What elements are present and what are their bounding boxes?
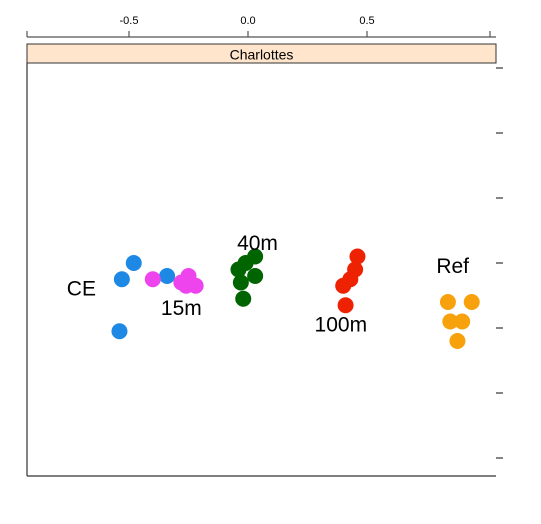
- point-15m: [144, 271, 161, 288]
- point-ref: [454, 313, 471, 330]
- group-label-40m: 40m: [237, 232, 278, 255]
- point-40m: [247, 268, 264, 284]
- point-ce: [111, 323, 128, 340]
- panel-title: Charlottes: [230, 47, 294, 63]
- point-100m: [337, 297, 354, 314]
- point-40m: [232, 274, 249, 291]
- point-ce: [125, 255, 142, 271]
- point-15m: [173, 274, 190, 291]
- x-tick-label: 0.5: [359, 15, 374, 27]
- x-tick-label: -0.5: [120, 15, 139, 27]
- group-label-ref: Ref: [436, 255, 469, 278]
- point-100m: [335, 277, 352, 294]
- group-label-15m: 15m: [161, 297, 202, 320]
- point-ce: [113, 271, 130, 288]
- plot-frame: [26, 63, 503, 477]
- panel-strip: Charlottes: [26, 43, 497, 64]
- group-label-ce: CE: [67, 278, 96, 301]
- strip-background: [26, 43, 497, 64]
- top-ticks: -0.5 0.0 0.5: [26, 15, 491, 37]
- group-label-100m: 100m: [315, 313, 368, 336]
- point-ce: [159, 268, 176, 284]
- top-axis: -0.5 0.0 0.5: [26, 15, 496, 38]
- right-ticks: [496, 67, 503, 459]
- point-40m: [230, 261, 247, 278]
- group-labels: CE 15m 40m 100m Ref: [67, 232, 469, 336]
- data-points: [111, 248, 480, 349]
- x-tick-label: 0.0: [240, 15, 255, 27]
- point-ref: [463, 294, 480, 310]
- point-15m: [187, 277, 204, 294]
- point-ref: [449, 333, 466, 349]
- point-40m: [235, 290, 252, 307]
- point-ref: [442, 313, 459, 330]
- point-100m: [349, 248, 366, 265]
- point-ref: [439, 294, 456, 310]
- point-40m: [247, 248, 264, 265]
